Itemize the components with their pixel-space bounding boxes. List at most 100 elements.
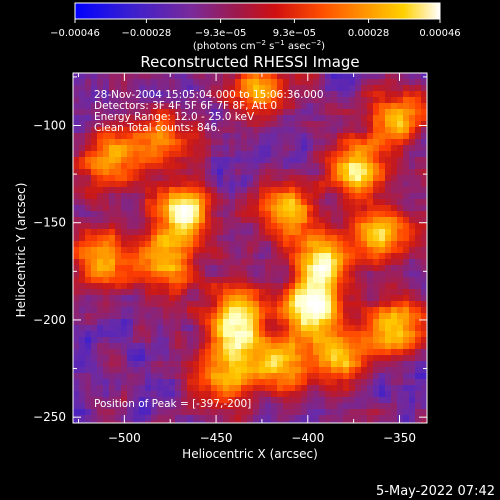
heatmap-cell	[331, 265, 338, 272]
heatmap-cell	[271, 235, 278, 242]
heatmap-cell	[127, 271, 134, 278]
heatmap-cell	[115, 403, 122, 410]
heatmap-cell	[343, 229, 350, 236]
heatmap-cell	[205, 295, 212, 302]
heatmap-cell	[337, 199, 344, 206]
heatmap-cell	[277, 181, 284, 188]
heatmap-cell	[169, 91, 176, 98]
heatmap-cell	[139, 313, 146, 320]
heatmap-cell	[157, 385, 164, 392]
heatmap-cell	[127, 349, 134, 356]
heatmap-cell	[319, 241, 326, 248]
heatmap-cell	[349, 139, 356, 146]
heatmap-cell	[283, 223, 290, 230]
heatmap-cell	[223, 307, 230, 314]
heatmap-cell	[253, 211, 260, 218]
heatmap-cell	[247, 301, 254, 308]
heatmap-cell	[331, 163, 338, 170]
heatmap-cell	[229, 163, 236, 170]
heatmap-cell	[271, 91, 278, 98]
heatmap-cell	[259, 193, 266, 200]
heatmap-cell	[331, 415, 338, 422]
heatmap-cell	[247, 259, 254, 266]
heatmap-cell	[325, 157, 332, 164]
heatmap-cell	[289, 325, 296, 332]
heatmap-cell	[355, 355, 362, 362]
heatmap-cell	[397, 91, 404, 98]
heatmap-cell	[397, 79, 404, 86]
heatmap-cell	[373, 397, 380, 404]
heatmap-cell	[343, 331, 350, 338]
heatmap-cell	[103, 409, 110, 416]
heatmap-cell	[313, 151, 320, 158]
heatmap-cell	[103, 199, 110, 206]
heatmap-cell	[229, 235, 236, 242]
heatmap-cell	[175, 265, 182, 272]
heatmap-cell	[313, 271, 320, 278]
heatmap-cell	[235, 235, 242, 242]
heatmap-cell	[169, 409, 176, 416]
heatmap-cell	[379, 253, 386, 260]
heatmap-cell	[355, 139, 362, 146]
heatmap-cell	[163, 163, 170, 170]
heatmap-cell	[103, 391, 110, 398]
heatmap-cell	[379, 271, 386, 278]
heatmap-cell	[247, 157, 254, 164]
heatmap-cell	[391, 121, 398, 128]
heatmap-cell	[313, 145, 320, 152]
heatmap-cell	[229, 265, 236, 272]
heatmap-cell	[223, 397, 230, 404]
heatmap-cell	[301, 205, 308, 212]
heatmap-cell	[397, 319, 404, 326]
heatmap-cell	[361, 391, 368, 398]
heatmap-cell	[385, 253, 392, 260]
heatmap-cell	[205, 91, 212, 98]
heatmap-cell	[127, 91, 134, 98]
heatmap-cell	[223, 187, 230, 194]
heatmap-cell	[421, 253, 428, 260]
heatmap-cell	[259, 247, 266, 254]
heatmap-cell	[151, 85, 158, 92]
heatmap-cell	[205, 367, 212, 374]
heatmap-cell	[277, 115, 284, 122]
heatmap-cell	[373, 373, 380, 380]
heatmap-cell	[331, 211, 338, 218]
heatmap-cell	[229, 145, 236, 152]
heatmap-cell	[367, 133, 374, 140]
heatmap-cell	[367, 157, 374, 164]
heatmap-cell	[175, 115, 182, 122]
heatmap-cell	[103, 223, 110, 230]
heatmap-cell	[97, 265, 104, 272]
heatmap-cell	[109, 301, 116, 308]
heatmap-cell	[187, 355, 194, 362]
heatmap-cell	[103, 193, 110, 200]
heatmap-cell	[91, 385, 98, 392]
heatmap-cell	[265, 151, 272, 158]
heatmap-cell	[253, 127, 260, 134]
heatmap-cell	[223, 97, 230, 104]
heatmap-cell	[85, 109, 92, 116]
heatmap-cell	[91, 253, 98, 260]
heatmap-cell	[349, 97, 356, 104]
heatmap-cell	[193, 421, 200, 424]
heatmap-cell	[139, 73, 146, 80]
heatmap-cell	[229, 241, 236, 248]
heatmap-cell	[187, 295, 194, 302]
heatmap-cell	[337, 79, 344, 86]
heatmap-cell	[193, 355, 200, 362]
heatmap-cell	[199, 217, 206, 224]
heatmap-cell	[325, 247, 332, 254]
heatmap-cell	[151, 241, 158, 248]
heatmap-cell	[415, 109, 422, 116]
heatmap-cell	[319, 85, 326, 92]
heatmap-cell	[73, 379, 80, 386]
heatmap-cell	[169, 121, 176, 128]
heatmap-cell	[421, 121, 428, 128]
heatmap-cell	[235, 337, 242, 344]
heatmap-cell	[133, 235, 140, 242]
heatmap-cell	[409, 91, 416, 98]
heatmap-cell	[277, 133, 284, 140]
heatmap-cell	[181, 193, 188, 200]
heatmap-cell	[385, 277, 392, 284]
heatmap-cell	[379, 283, 386, 290]
